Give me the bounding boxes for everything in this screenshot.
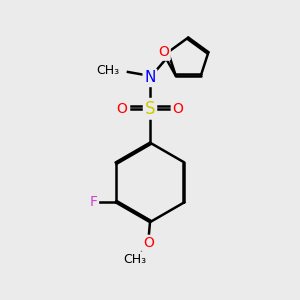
Text: CH₃: CH₃ [96,64,119,77]
Text: O: O [158,45,169,59]
Text: F: F [89,195,98,209]
Text: O: O [143,236,154,250]
Text: O: O [172,102,183,116]
Text: CH₃: CH₃ [124,253,147,266]
Text: N: N [144,70,156,86]
Text: O: O [117,102,128,116]
Text: S: S [145,100,155,118]
